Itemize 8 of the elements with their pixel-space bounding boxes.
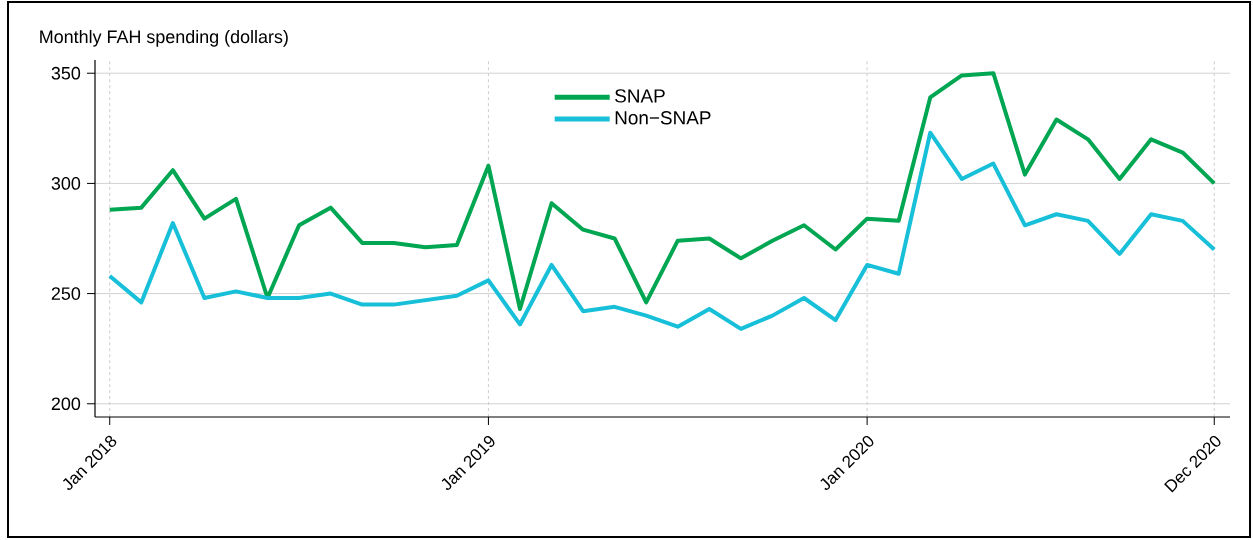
legend-label: SNAP xyxy=(615,89,665,103)
y-tick-label: 350 xyxy=(51,66,81,80)
legend-label: Non−SNAP xyxy=(615,111,711,125)
y-axis-title: Monthly FAH spending (dollars) xyxy=(40,29,288,47)
y-tick-label: 300 xyxy=(51,177,81,190)
y-tick-label: 250 xyxy=(51,287,81,300)
line-series xyxy=(107,71,1217,312)
y-tick-label: 200 xyxy=(51,397,81,411)
